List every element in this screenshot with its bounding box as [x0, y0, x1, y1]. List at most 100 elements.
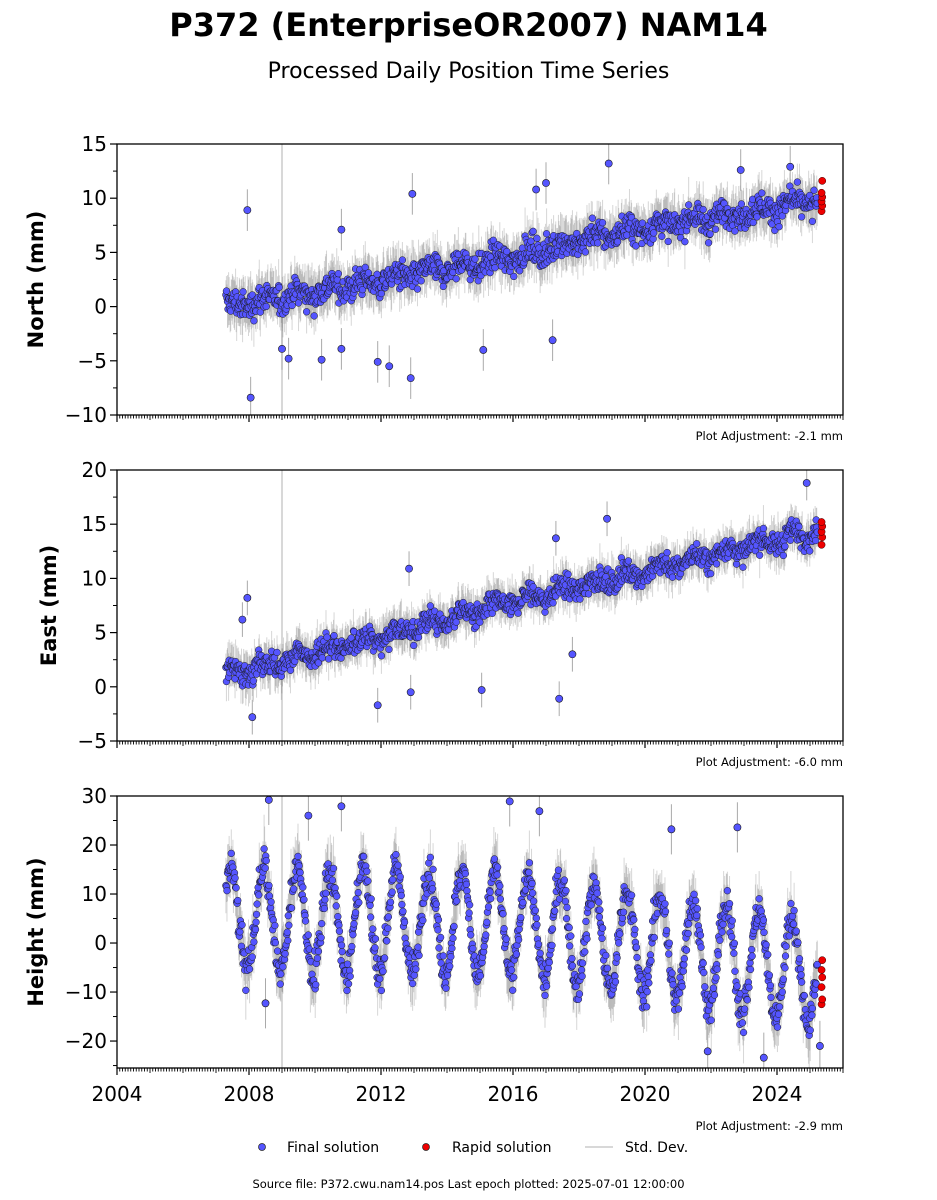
- final-point: [239, 288, 247, 296]
- final-point-outlier: [568, 650, 577, 659]
- final-point-outlier: [542, 179, 550, 187]
- final-point: [417, 277, 425, 285]
- final-point: [685, 201, 693, 209]
- final-point: [510, 272, 518, 281]
- rapid-solution-points: [817, 518, 827, 549]
- final-point: [503, 247, 511, 256]
- final-point-outlier: [243, 594, 252, 602]
- final-point-outlier: [603, 514, 611, 523]
- y-tick-label: −10: [65, 403, 107, 427]
- final-point: [731, 227, 739, 235]
- north-panel: −10 −5 0 5 10 15 North (mm) Plot Adjustment: -2…: [24, 132, 844, 443]
- final-point-outlier: [786, 162, 795, 171]
- final-point: [668, 573, 677, 581]
- y-tick-label: 0: [94, 295, 107, 319]
- final-point: [795, 523, 803, 531]
- final-point: [613, 238, 622, 246]
- rapid-point: [818, 177, 827, 185]
- final-point-outlier: [736, 166, 745, 174]
- final-point: [533, 234, 541, 242]
- final-point: [294, 299, 303, 307]
- final-point: [581, 248, 589, 256]
- final-point-outlier: [337, 225, 346, 234]
- final-point: [491, 264, 499, 272]
- final-point: [564, 570, 572, 578]
- y-axis: −5 0 5 10 15 20: [78, 458, 117, 753]
- final-point: [288, 301, 296, 310]
- final-point: [658, 232, 666, 240]
- final-point: [516, 267, 524, 275]
- final-point: [262, 302, 270, 311]
- rapid-point: [817, 188, 826, 197]
- final-point: [775, 223, 783, 231]
- final-point: [808, 217, 817, 225]
- final-point: [410, 641, 418, 650]
- final-point: [334, 270, 343, 278]
- final-point: [358, 285, 367, 294]
- final-point: [275, 283, 283, 291]
- final-point-outlier: [373, 357, 382, 366]
- final-point: [302, 308, 311, 316]
- final-point: [256, 308, 264, 316]
- final-point-outlier: [532, 185, 540, 194]
- final-point: [584, 590, 593, 598]
- figure-title: P372 (EnterpriseOR2007) NAM14: [169, 6, 767, 44]
- final-point-outlier: [405, 564, 413, 573]
- final-point-outlier: [802, 479, 811, 487]
- final-point: [749, 218, 757, 227]
- final-point: [737, 200, 746, 208]
- y-tick-label: 15: [82, 132, 107, 156]
- final-point: [810, 186, 818, 194]
- x-axis: [116, 415, 844, 422]
- final-point: [664, 237, 672, 246]
- final-point-outlier: [337, 344, 346, 353]
- rapid-point: [817, 540, 826, 549]
- final-point: [426, 602, 435, 610]
- final-point: [529, 583, 537, 591]
- y-tick-label: 5: [94, 621, 107, 645]
- final-point: [779, 551, 788, 560]
- final-point-outlier: [317, 355, 326, 364]
- final-point: [712, 560, 721, 568]
- final-point: [414, 633, 423, 641]
- final-point: [781, 542, 789, 550]
- plot-area: [222, 144, 827, 415]
- final-point-outlier: [406, 374, 415, 383]
- final-point: [377, 289, 386, 298]
- final-point: [598, 219, 607, 227]
- y-tick-label: 20: [82, 458, 107, 482]
- final-point-outlier: [238, 615, 247, 624]
- final-point: [330, 631, 338, 640]
- final-point-outlier: [408, 189, 417, 198]
- final-point: [318, 654, 326, 662]
- figure-subtitle: Processed Daily Position Time Series: [268, 59, 670, 84]
- rapid-point: [817, 518, 826, 526]
- final-point: [364, 269, 373, 277]
- y-tick-label: 10: [82, 186, 107, 210]
- final-point: [452, 275, 460, 283]
- final-point: [488, 609, 496, 617]
- final-point: [529, 227, 537, 235]
- final-point: [663, 548, 671, 557]
- y-axis-label: North (mm): [24, 211, 48, 349]
- final-point: [704, 239, 713, 247]
- final-point: [325, 655, 333, 663]
- final-point-outlier: [479, 346, 488, 354]
- final-point-outlier: [555, 694, 564, 703]
- final-point-outlier: [248, 713, 257, 722]
- y-tick-label: 10: [82, 566, 107, 590]
- final-point: [758, 189, 766, 197]
- final-point: [699, 205, 707, 214]
- final-point: [706, 230, 714, 238]
- final-point: [793, 178, 802, 186]
- final-point: [361, 263, 369, 271]
- plot-adjustment-note: Plot Adjustment: -2.1 mm: [696, 429, 843, 443]
- final-point-outlier: [246, 393, 255, 402]
- final-point: [222, 287, 231, 295]
- final-point: [588, 214, 596, 222]
- final-point: [273, 648, 281, 657]
- final-point: [314, 659, 323, 667]
- final-point: [739, 563, 747, 571]
- final-point: [452, 618, 460, 626]
